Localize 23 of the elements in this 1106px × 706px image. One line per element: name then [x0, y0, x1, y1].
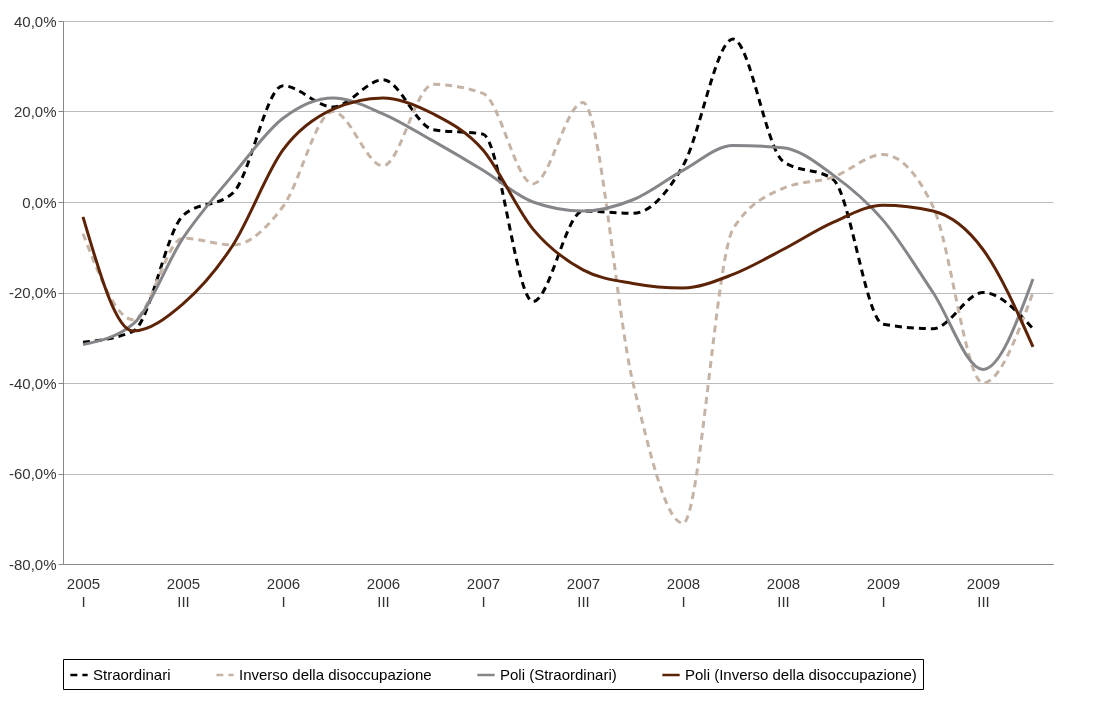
legend-label: Straordinari — [93, 666, 171, 683]
y-tick-label: -40,0% — [8, 374, 57, 392]
line-series — [81, 82, 1035, 525]
x-tick-label: 2007 I — [466, 574, 501, 610]
line-series — [81, 37, 1035, 344]
y-tick-label: -60,0% — [8, 465, 57, 482]
legend-label: Inverso della disoccupazione — [239, 666, 432, 683]
x-tick-label: 2008 III — [766, 574, 801, 610]
x-tick-label: 2009 III — [966, 574, 1001, 610]
y-tick-label: 0,0% — [22, 193, 57, 211]
x-tick-label: 2006 III — [366, 574, 401, 610]
x-tick-label: 2005 I — [66, 574, 101, 610]
x-tick-label: 2005 III — [166, 574, 201, 610]
y-tick-label: -20,0% — [8, 284, 57, 301]
x-tick-label: 2007 III — [566, 574, 601, 610]
x-tick-label: 2008 I — [666, 574, 701, 610]
legend-label: Poli (Inverso della disoccupazione) — [685, 666, 917, 683]
legend-label: Poli (Straordinari) — [500, 666, 617, 683]
y-tick-label: -80,0% — [8, 555, 57, 573]
x-tick-label: 2006 I — [266, 574, 301, 610]
x-tick-label: 2009 I — [866, 574, 901, 610]
y-tick-label: 20,0% — [13, 103, 57, 120]
y-tick-label: 40,0% — [13, 12, 57, 30]
